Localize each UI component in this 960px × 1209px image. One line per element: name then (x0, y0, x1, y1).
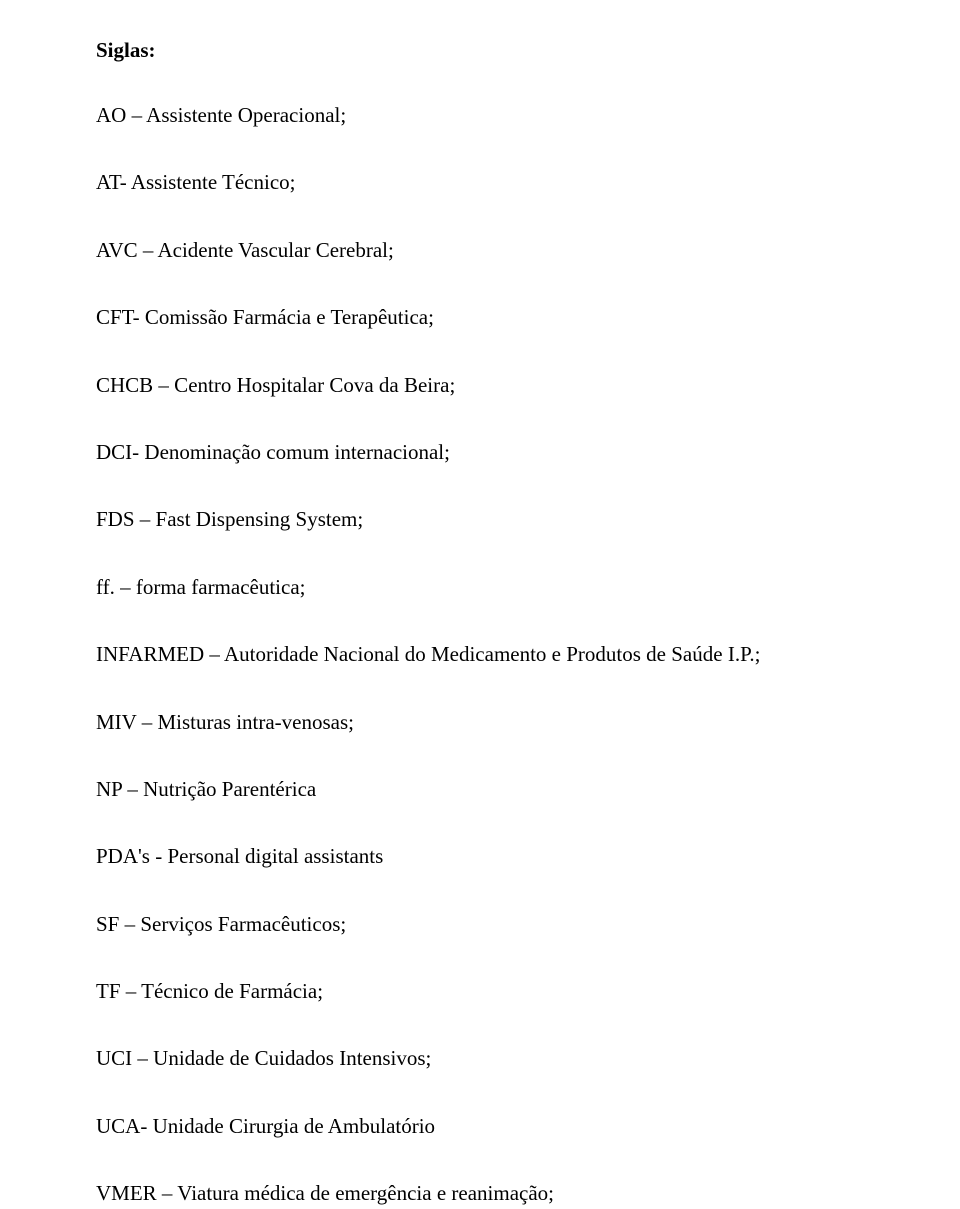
sigla-entry: PDA's - Personal digital assistants (96, 842, 864, 871)
sigla-entry: INFARMED – Autoridade Nacional do Medica… (96, 640, 864, 669)
sigla-entry: AT- Assistente Técnico; (96, 168, 864, 197)
sigla-entry: VMER – Viatura médica de emergência e re… (96, 1179, 864, 1208)
sigla-entry: DCI- Denominação comum internacional; (96, 438, 864, 467)
sigla-entry: SF – Serviços Farmacêuticos; (96, 910, 864, 939)
sigla-entry: NP – Nutrição Parentérica (96, 775, 864, 804)
sigla-entry: AO – Assistente Operacional; (96, 101, 864, 130)
sigla-entry: CHCB – Centro Hospitalar Cova da Beira; (96, 371, 864, 400)
sigla-entry: TF – Técnico de Farmácia; (96, 977, 864, 1006)
sigla-entry: AVC – Acidente Vascular Cerebral; (96, 236, 864, 265)
sigla-entry: ff. – forma farmacêutica; (96, 573, 864, 602)
sigla-entry: UCA- Unidade Cirurgia de Ambulatório (96, 1112, 864, 1141)
sigla-entry: FDS – Fast Dispensing System; (96, 505, 864, 534)
sigla-entry: UCI – Unidade de Cuidados Intensivos; (96, 1044, 864, 1073)
page-title: Siglas: (96, 38, 864, 63)
sigla-entry: MIV – Misturas intra-venosas; (96, 708, 864, 737)
sigla-entry: CFT- Comissão Farmácia e Terapêutica; (96, 303, 864, 332)
